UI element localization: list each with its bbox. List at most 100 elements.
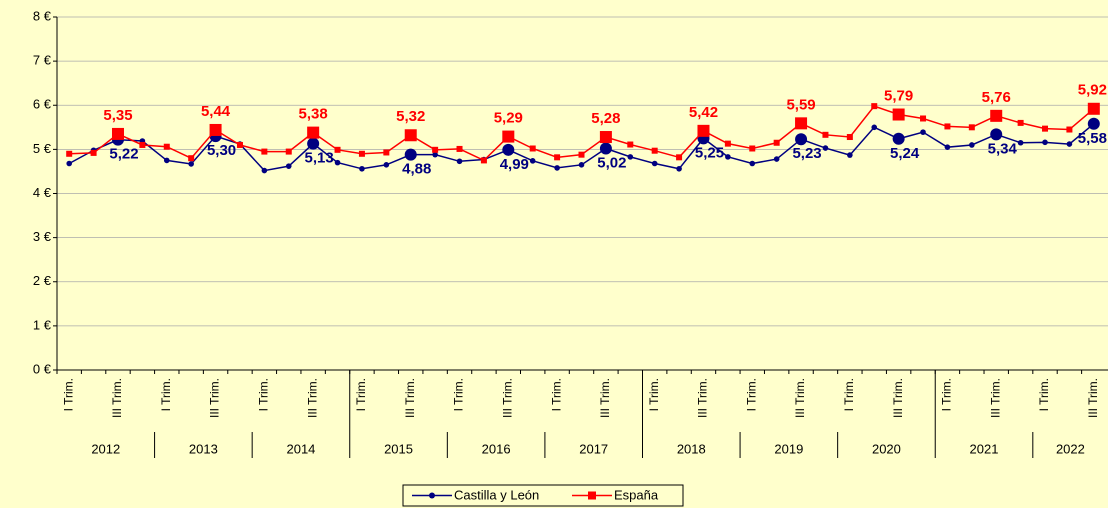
point	[599, 142, 612, 155]
point	[188, 155, 195, 162]
point	[822, 145, 829, 151]
legend-label: Castilla y León	[454, 487, 539, 502]
point	[1087, 117, 1100, 130]
point	[920, 129, 926, 135]
point	[892, 108, 905, 121]
point	[749, 160, 756, 167]
x-tick-label: I Trim.	[452, 378, 466, 411]
point	[529, 145, 536, 152]
x-tick-label: I Trim.	[744, 378, 758, 411]
x-tick-label: I Trim.	[61, 378, 75, 411]
x-tick-label: I Trim.	[159, 378, 173, 411]
point	[502, 143, 515, 156]
y-tick-label: 5 €	[33, 141, 52, 156]
year-label: 2018	[677, 441, 706, 456]
point	[285, 163, 292, 169]
point	[968, 124, 975, 131]
point	[651, 160, 658, 167]
value-label: 5,34	[988, 140, 1018, 157]
point	[307, 137, 320, 150]
legend-box	[402, 484, 684, 507]
x-tick-label: I Trim.	[842, 378, 856, 411]
value-label: 5,24	[890, 145, 920, 162]
point	[1066, 141, 1073, 147]
value-label: 5,44	[201, 103, 231, 120]
y-tick-label: 1 €	[33, 317, 52, 332]
point	[163, 157, 170, 164]
point	[578, 151, 585, 158]
year-label: 2020	[872, 441, 901, 456]
x-tick-label: III Trim.	[598, 378, 612, 418]
x-tick-label: I Trim.	[549, 378, 563, 411]
point	[1042, 139, 1048, 146]
point	[990, 128, 1003, 141]
value-label: 5,28	[591, 110, 620, 127]
legend-marker	[429, 492, 435, 499]
point	[676, 154, 683, 161]
value-label: 5,32	[396, 108, 425, 125]
value-label: 4,99	[500, 156, 529, 173]
value-label: 5,25	[695, 144, 724, 161]
point	[404, 148, 417, 161]
point	[139, 141, 146, 148]
point	[66, 150, 73, 157]
x-tick-label: III Trim.	[110, 378, 124, 418]
point	[163, 143, 170, 150]
point	[432, 146, 439, 153]
value-label: 5,22	[109, 146, 138, 163]
point	[1017, 119, 1024, 126]
point	[1087, 102, 1100, 115]
point	[795, 117, 808, 130]
year-label: 2012	[91, 441, 120, 456]
x-tick-label: III Trim.	[305, 378, 319, 418]
point	[871, 103, 878, 110]
year-label: 2016	[482, 441, 511, 456]
point	[334, 159, 341, 166]
point	[285, 148, 292, 155]
value-label: 5,02	[597, 154, 626, 171]
point	[359, 165, 365, 172]
x-tick-label: III Trim.	[403, 378, 417, 418]
point	[261, 148, 268, 155]
x-tick-label: I Trim.	[354, 378, 368, 411]
point	[1066, 126, 1073, 133]
value-label: 5,13	[305, 150, 334, 167]
y-tick-label: 8 €	[33, 8, 52, 23]
point	[66, 160, 72, 167]
point	[578, 162, 585, 168]
point	[432, 151, 438, 158]
y-tick-label: 2 €	[33, 273, 52, 288]
x-tick-label: I Trim.	[647, 378, 661, 411]
x-tick-label: III Trim.	[793, 378, 807, 418]
value-label: 5,29	[494, 110, 523, 127]
point	[188, 161, 194, 167]
point	[944, 144, 951, 150]
value-label: 5,38	[299, 106, 328, 123]
point	[456, 145, 463, 152]
legend-label: España	[614, 487, 659, 502]
value-label: 5,59	[786, 96, 815, 113]
x-tick-label: III Trim.	[891, 378, 905, 418]
value-label: 5,23	[792, 145, 821, 162]
year-label: 2022	[1056, 441, 1085, 456]
point	[404, 129, 417, 142]
value-label: 5,79	[884, 87, 913, 104]
point	[822, 131, 829, 138]
point	[871, 124, 878, 131]
point	[724, 140, 731, 147]
point	[944, 123, 951, 130]
legend-marker	[588, 491, 596, 500]
y-tick-label: 7 €	[33, 53, 52, 68]
point	[676, 165, 682, 172]
value-label: 5,92	[1078, 82, 1107, 99]
point	[599, 131, 612, 144]
point	[529, 158, 536, 164]
point	[502, 130, 515, 143]
year-label: 2013	[189, 441, 218, 456]
year-label: 2019	[774, 441, 803, 456]
point	[795, 133, 808, 146]
value-label: 5,30	[207, 142, 236, 159]
point	[554, 154, 561, 161]
point	[697, 124, 710, 137]
y-tick-label: 3 €	[33, 229, 52, 244]
